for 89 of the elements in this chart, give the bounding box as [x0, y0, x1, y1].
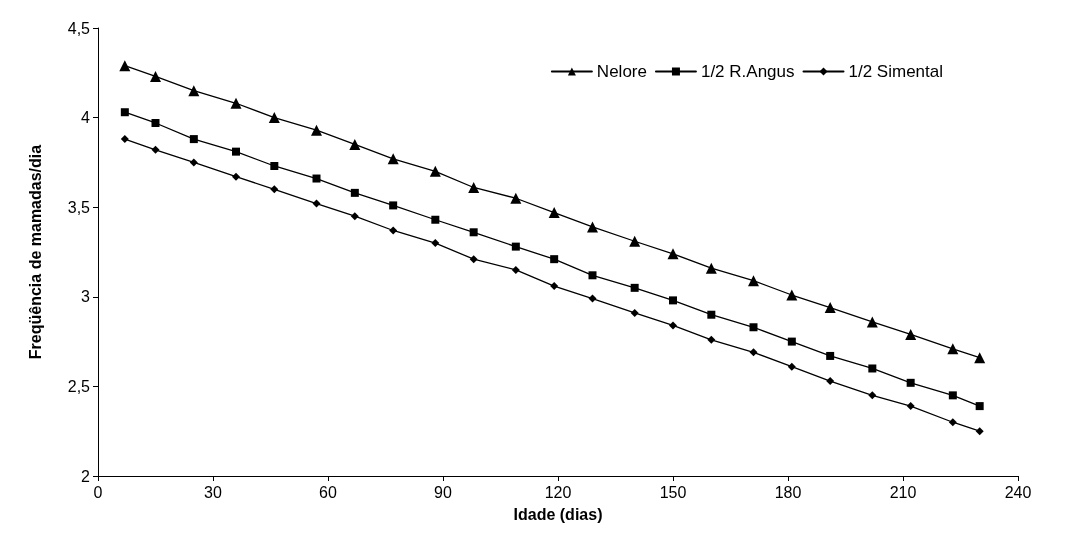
point [705, 262, 717, 274]
point [511, 265, 520, 274]
point [189, 158, 198, 167]
point [349, 138, 361, 150]
point [667, 248, 679, 260]
point [866, 316, 878, 328]
point [974, 352, 986, 364]
point [268, 112, 280, 124]
point [189, 135, 198, 144]
point [232, 172, 240, 181]
legend-label: Nelore [596, 62, 647, 81]
point [120, 135, 129, 144]
point [630, 308, 639, 317]
point [669, 321, 677, 330]
point [270, 185, 279, 194]
point [906, 378, 915, 387]
point [588, 271, 597, 280]
point [868, 364, 877, 373]
point [786, 289, 798, 301]
y-tick-label: 3 [81, 288, 91, 306]
x-tick-label: 210 [889, 483, 917, 501]
point [749, 323, 758, 332]
point [787, 337, 796, 346]
y-tick-label: 2,5 [67, 377, 91, 395]
point [787, 362, 796, 371]
point [749, 348, 758, 357]
y-tick-label: 4 [81, 109, 91, 127]
point [550, 282, 559, 291]
point [669, 296, 677, 305]
point [905, 328, 917, 340]
x-tick-label: 180 [774, 483, 802, 501]
point [312, 174, 321, 183]
y-tick-label: 4,5 [67, 19, 91, 37]
x-tick-label: 90 [434, 483, 452, 501]
point [826, 351, 835, 360]
point [587, 221, 598, 233]
point [588, 294, 597, 303]
point [707, 335, 716, 344]
x-tick-label: 120 [544, 483, 572, 501]
point [748, 275, 759, 287]
point [119, 60, 131, 72]
point [311, 124, 322, 136]
legend-label: 1/2 R.Angus [700, 62, 795, 81]
x-tick-label: 0 [93, 483, 103, 501]
point [350, 212, 359, 221]
point [975, 427, 984, 436]
point [429, 165, 441, 177]
point [120, 108, 129, 117]
point [906, 402, 915, 411]
point [230, 97, 242, 109]
x-tick-label: 30 [204, 483, 222, 501]
point [548, 207, 560, 219]
point [150, 70, 161, 82]
point [387, 153, 399, 165]
point [707, 310, 716, 319]
point [630, 283, 639, 292]
legend-label: 1/2 Simental [848, 62, 943, 81]
point [151, 118, 160, 127]
x-axis-title: Idade (dias) [513, 505, 603, 523]
point [350, 188, 359, 197]
y-axis-title: Freqüência de mamadas/dia [26, 144, 44, 360]
point [188, 85, 200, 97]
point [232, 147, 240, 156]
point [389, 201, 398, 210]
point [312, 199, 321, 208]
point [550, 255, 559, 264]
point [511, 242, 520, 251]
point [270, 161, 279, 170]
point [469, 255, 478, 264]
point [431, 239, 440, 248]
x-tick-label: 150 [659, 483, 687, 501]
point [469, 228, 478, 237]
x-tick-label: 60 [319, 483, 337, 501]
point [947, 343, 959, 355]
point [629, 235, 641, 247]
point [510, 192, 522, 204]
y-tick-label: 3,5 [67, 198, 91, 216]
point [868, 391, 877, 400]
point [975, 402, 984, 411]
point [826, 377, 835, 386]
point [948, 418, 957, 427]
y-tick-label: 2 [81, 467, 91, 485]
point [468, 181, 480, 193]
point [431, 215, 440, 224]
point [151, 145, 160, 154]
point [824, 302, 836, 314]
x-tick-label: 240 [1004, 483, 1032, 501]
point [948, 391, 957, 400]
point [389, 226, 398, 235]
